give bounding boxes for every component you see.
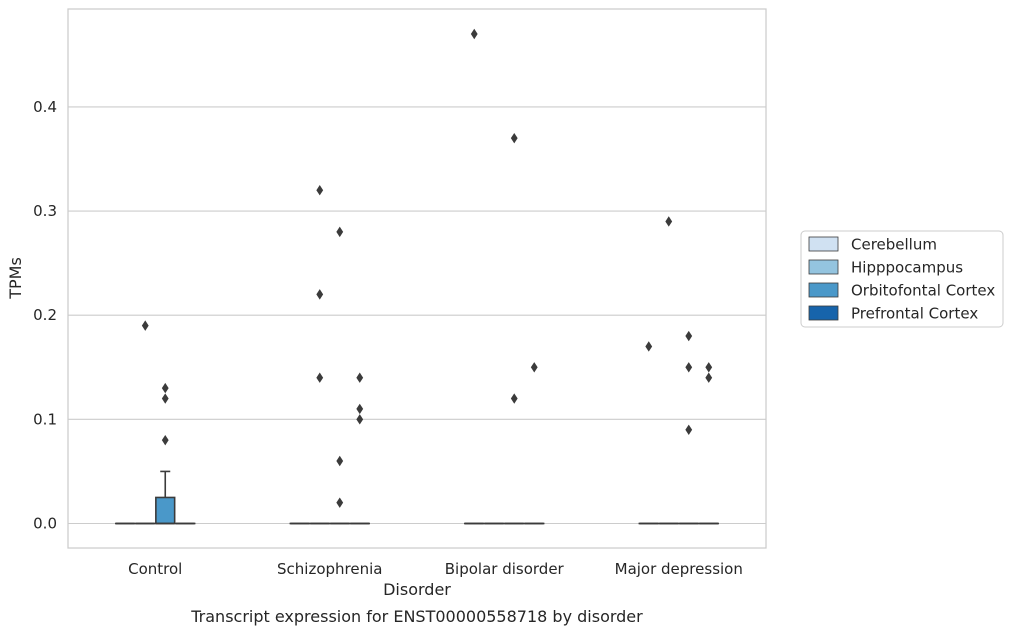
legend-label: Cerebellum xyxy=(851,236,937,254)
chart-caption: Transcript expression for ENST0000055871… xyxy=(190,607,643,626)
outlier-point xyxy=(705,362,713,373)
outlier-point xyxy=(316,372,324,383)
x-axis-title: Disorder xyxy=(383,580,451,599)
y-tick-label: 0.2 xyxy=(33,306,57,324)
outlier-point xyxy=(336,497,344,508)
outlier-point xyxy=(510,132,518,144)
outlier-point xyxy=(161,382,169,394)
outlier-point xyxy=(470,28,478,40)
x-tick-label: Major depression xyxy=(615,560,743,578)
outlier-point xyxy=(685,362,693,373)
y-tick-label: 0.3 xyxy=(33,202,57,220)
x-tick-label: Bipolar disorder xyxy=(445,560,565,578)
legend-label: Orbitofontal Cortex xyxy=(851,282,995,300)
outlier-point xyxy=(685,330,693,342)
outlier-point xyxy=(316,185,324,196)
legend-swatch xyxy=(808,282,839,298)
outlier-point xyxy=(316,289,324,300)
y-tick-label: 0.4 xyxy=(33,98,57,116)
plot-frame xyxy=(67,8,767,549)
y-axis-ticks: 0.0 0.1 0.2 0.3 0.4 xyxy=(33,98,57,533)
outlier-point xyxy=(356,372,364,383)
outlier-point xyxy=(510,393,518,404)
grid-lines xyxy=(68,106,766,525)
legend-frame xyxy=(800,230,1004,328)
legend-swatch xyxy=(808,259,839,275)
outlier-point xyxy=(141,320,149,331)
x-axis-ticks: Control Schizophrenia Bipolar disorder Majo… xyxy=(128,560,743,578)
outlier-point xyxy=(685,424,693,435)
outlier-point xyxy=(665,216,673,227)
y-tick-label: 0.1 xyxy=(33,410,57,428)
legend: Cerebellum Hipppocampus Orbitofontal Corte… xyxy=(800,230,1004,328)
outlier-point xyxy=(356,403,364,415)
x-tick-label: Control xyxy=(128,560,182,578)
outlier-point xyxy=(530,362,538,373)
outlier-point xyxy=(336,226,344,238)
outlier-point xyxy=(161,434,169,446)
y-axis-title: TPMs xyxy=(6,257,25,300)
legend-label: Hipppocampus xyxy=(851,259,963,277)
outlier-point xyxy=(336,455,344,467)
box-series xyxy=(115,470,719,525)
legend-label: Prefrontal Cortex xyxy=(851,305,978,323)
outlier-points xyxy=(141,28,713,508)
outlier-point xyxy=(645,341,653,352)
legend-swatch xyxy=(808,236,839,252)
x-tick-label: Schizophrenia xyxy=(277,560,382,578)
legend-swatch xyxy=(808,305,839,321)
outlier-point xyxy=(356,414,364,425)
outlier-point xyxy=(161,393,169,404)
outlier-point xyxy=(705,372,713,383)
box xyxy=(155,496,176,525)
y-tick-label: 0.0 xyxy=(33,515,57,533)
